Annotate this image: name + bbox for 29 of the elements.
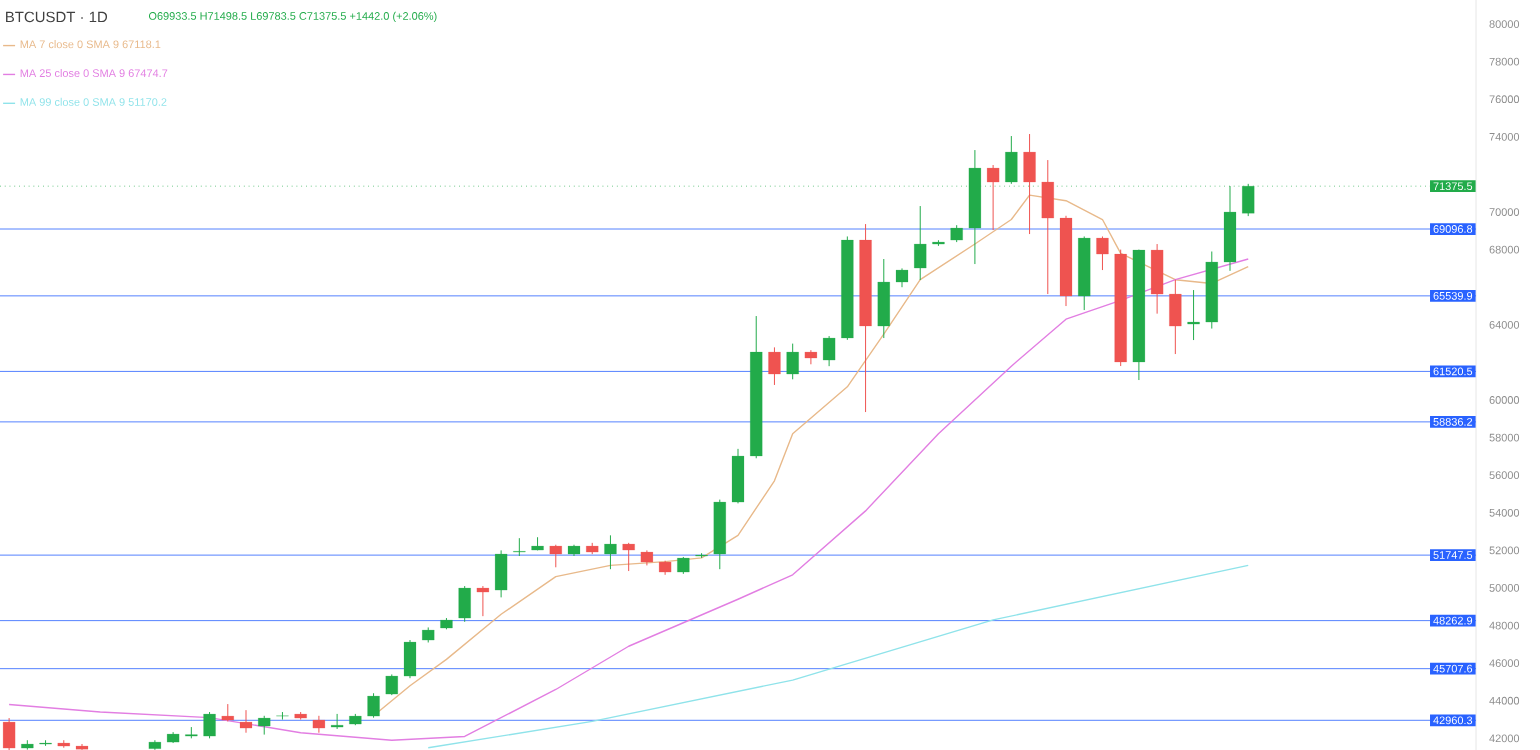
candlestick	[203, 711, 216, 739]
candlestick	[622, 542, 635, 572]
candlestick	[495, 549, 508, 598]
candlestick	[1151, 243, 1164, 315]
candlestick	[987, 164, 1000, 231]
candlestick	[1023, 133, 1036, 235]
candlestick	[1242, 183, 1255, 217]
candlestick	[331, 713, 344, 730]
candlestick	[1169, 279, 1182, 355]
candlestick	[258, 715, 271, 736]
candlestick	[731, 448, 745, 504]
candlestick	[895, 267, 909, 288]
candlestick	[914, 205, 927, 281]
candlestick	[786, 343, 799, 380]
candlestick	[604, 534, 617, 570]
candlestick	[1041, 159, 1054, 295]
candlestick	[1096, 235, 1109, 271]
candlestick	[768, 346, 781, 386]
candlestick	[1187, 289, 1200, 341]
candlestick	[476, 585, 490, 617]
line-series	[8, 258, 1249, 741]
candlestick	[239, 709, 253, 734]
candlestick	[823, 335, 836, 367]
candlestick	[403, 639, 417, 679]
line-series	[427, 564, 1249, 749]
candlestick	[367, 692, 380, 719]
candlestick	[458, 585, 471, 623]
candlestick	[877, 258, 890, 339]
candlestick	[3, 717, 16, 750]
